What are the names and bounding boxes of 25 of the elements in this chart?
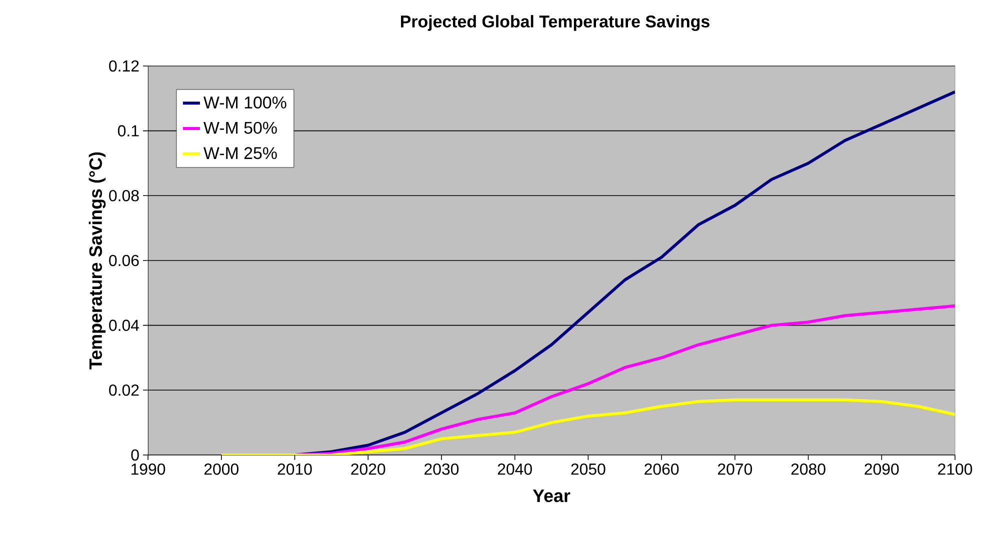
x-tick-label: 2100 (938, 464, 972, 475)
y-tick-label: 0.06 (109, 254, 139, 266)
x-tick-label: 2090 (864, 464, 899, 475)
y-tick-label: 0 (131, 449, 139, 461)
legend-label: W-M 100% (204, 96, 286, 109)
x-tick-label: 2020 (351, 464, 386, 475)
x-tick-label: 1990 (131, 464, 166, 475)
x-tick-label: 2000 (204, 464, 238, 475)
x-tick-label: 2050 (571, 464, 606, 475)
x-tick-label: 2040 (498, 464, 532, 475)
x-tick-label: 2080 (791, 464, 826, 475)
x-tick-label: 2030 (424, 464, 459, 475)
chart-title: Projected Global Temperature Savings (401, 15, 710, 31)
legend-label: W-M 50% (204, 122, 277, 134)
x-tick-label: 2060 (644, 464, 679, 475)
y-tick-label: 0.04 (109, 320, 140, 331)
y-axis-title: Temperature Savings (°C) (88, 152, 106, 370)
y-tick-label: 0.08 (109, 190, 139, 202)
x-tick-label: 2010 (278, 464, 312, 475)
y-tick-label: 0.02 (109, 384, 139, 396)
x-tick-label: 2070 (718, 464, 752, 475)
x-axis-title: Year (532, 490, 570, 502)
y-tick-label: 0.12 (109, 60, 139, 72)
y-tick-label: 0.1 (118, 125, 139, 136)
legend-label: W-M 25% (204, 147, 277, 160)
